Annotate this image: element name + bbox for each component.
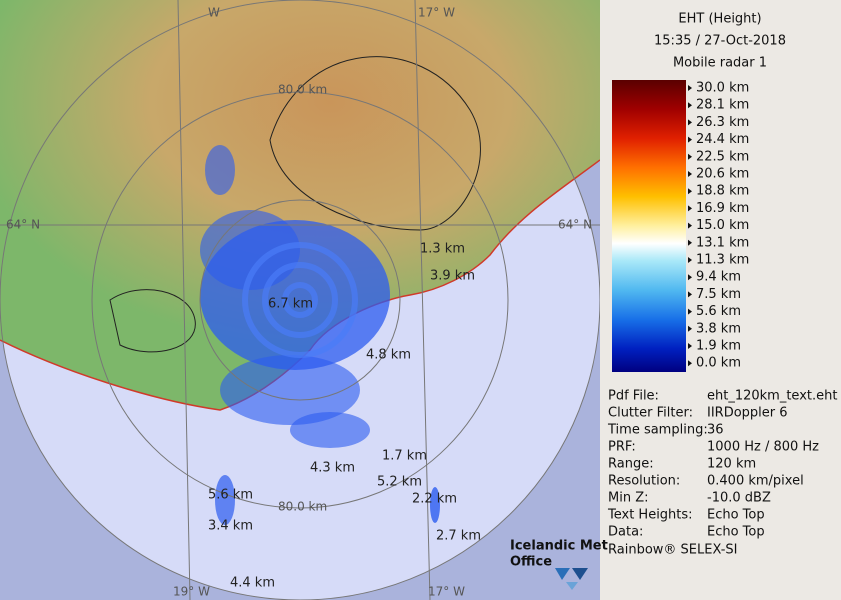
echo-top-label: 3.9 km	[430, 269, 475, 284]
scale-arrow	[688, 257, 692, 263]
info-value: 120 km	[707, 457, 756, 472]
info-key: PRF:	[608, 440, 636, 455]
scale-arrow	[688, 153, 692, 160]
info-value: IIRDoppler 6	[707, 406, 788, 421]
info-key: Min Z:	[608, 491, 649, 506]
longitude-label: W	[208, 6, 220, 20]
scale-arrow	[688, 291, 692, 298]
scale-label: 24.4 km	[696, 132, 749, 147]
longitude-label: 19° W	[173, 585, 210, 599]
scale-label: 16.9 km	[696, 201, 749, 216]
info-key: Clutter Filter:	[608, 406, 693, 421]
scale-arrow	[688, 102, 692, 109]
echo	[205, 145, 235, 195]
scale-label: 30.0 km	[696, 81, 749, 96]
panel-title: Mobile radar 1	[673, 56, 767, 71]
longitude-label: 17° W	[428, 585, 465, 599]
scale-arrow	[688, 171, 692, 177]
echo-top-label: 1.3 km	[420, 242, 465, 257]
echo-top-label: 4.3 km	[310, 461, 355, 476]
scale-label: 15.0 km	[696, 218, 749, 233]
scale-label: 22.5 km	[696, 149, 749, 164]
scale-arrow	[688, 205, 692, 212]
echo-top-label: 1.7 km	[382, 449, 427, 464]
panel-title: EHT (Height)	[678, 12, 761, 27]
scale-label: 26.3 km	[696, 115, 749, 130]
scale-label: 1.9 km	[696, 339, 741, 354]
range-label: 80.0 km	[278, 500, 327, 514]
echo-top-label: 4.4 km	[230, 576, 275, 591]
info-value: 0.400 km/pixel	[707, 474, 804, 489]
info-key: Time sampling:	[607, 423, 708, 438]
info-key: Text Heights:	[607, 508, 693, 523]
color-bar	[612, 80, 686, 372]
info-key: Pdf File:	[608, 389, 659, 404]
info-key: Data:	[608, 525, 643, 540]
scale-arrow	[688, 308, 692, 315]
echo-top-label: 5.6 km	[208, 488, 253, 503]
scale-arrow	[688, 136, 692, 143]
echo	[215, 475, 235, 525]
echo	[290, 412, 370, 448]
scale-label: 18.8 km	[696, 184, 749, 199]
scale-label: 28.1 km	[696, 98, 749, 113]
info-key: Resolution:	[608, 474, 680, 489]
echo-top-label: 3.4 km	[208, 519, 253, 534]
scale-label: 0.0 km	[696, 356, 741, 371]
logo-mark	[555, 568, 588, 590]
range-label: 80.0 km	[278, 83, 327, 97]
info-value: Echo Top	[707, 525, 765, 540]
echo-top-label: 2.2 km	[412, 492, 457, 507]
scale-label: 9.4 km	[696, 270, 741, 285]
info-value: 1000 Hz / 800 Hz	[707, 440, 819, 455]
scale-label: 3.8 km	[696, 321, 741, 336]
latitude-label: 64° N	[558, 218, 592, 232]
scale-arrow	[688, 274, 692, 281]
scale-arrow	[688, 343, 692, 349]
scale-label: 5.6 km	[696, 304, 741, 319]
logo-text: Icelandic Met	[510, 539, 608, 554]
scale-arrow	[688, 85, 692, 91]
scale-arrow	[688, 325, 692, 332]
echo-rings	[242, 242, 358, 358]
scale-arrow	[688, 188, 692, 195]
echo	[200, 210, 300, 290]
glacier-outline	[269, 56, 481, 231]
scale-arrow	[688, 360, 692, 367]
echoes	[200, 145, 440, 525]
info-value: 36	[707, 423, 724, 438]
scale-arrow	[688, 222, 692, 229]
scale-label: 13.1 km	[696, 235, 749, 250]
echo-top-label: 5.2 km	[377, 475, 422, 490]
map	[0, 0, 600, 600]
logo-text: Office	[510, 555, 552, 570]
echo-top-label: 2.7 km	[436, 529, 481, 544]
glacier-outline	[109, 289, 196, 353]
scale-label: 7.5 km	[696, 287, 741, 302]
scale-label: 11.3 km	[696, 253, 749, 268]
echo	[430, 487, 440, 523]
land	[0, 0, 600, 410]
range-rings	[0, 0, 600, 600]
echo-top-label: 6.7 km	[268, 297, 313, 312]
info-value: Echo Top	[707, 508, 765, 523]
info-value: eht_120km_text.eht	[707, 389, 837, 404]
longitude-label: 17° W	[418, 6, 455, 20]
scale-label: 20.6 km	[696, 167, 749, 182]
footer: Rainbow® SELEX-SI	[608, 543, 738, 558]
info-value: -10.0 dBZ	[707, 491, 771, 506]
scale-arrow	[688, 119, 692, 126]
panel-title: 15:35 / 27-Oct-2018	[654, 34, 786, 49]
latitude-label: 64° N	[6, 218, 40, 232]
echo	[220, 355, 360, 425]
info-key: Range:	[608, 457, 654, 472]
scale-arrow	[688, 239, 692, 246]
echo-top-label: 4.8 km	[366, 348, 411, 363]
